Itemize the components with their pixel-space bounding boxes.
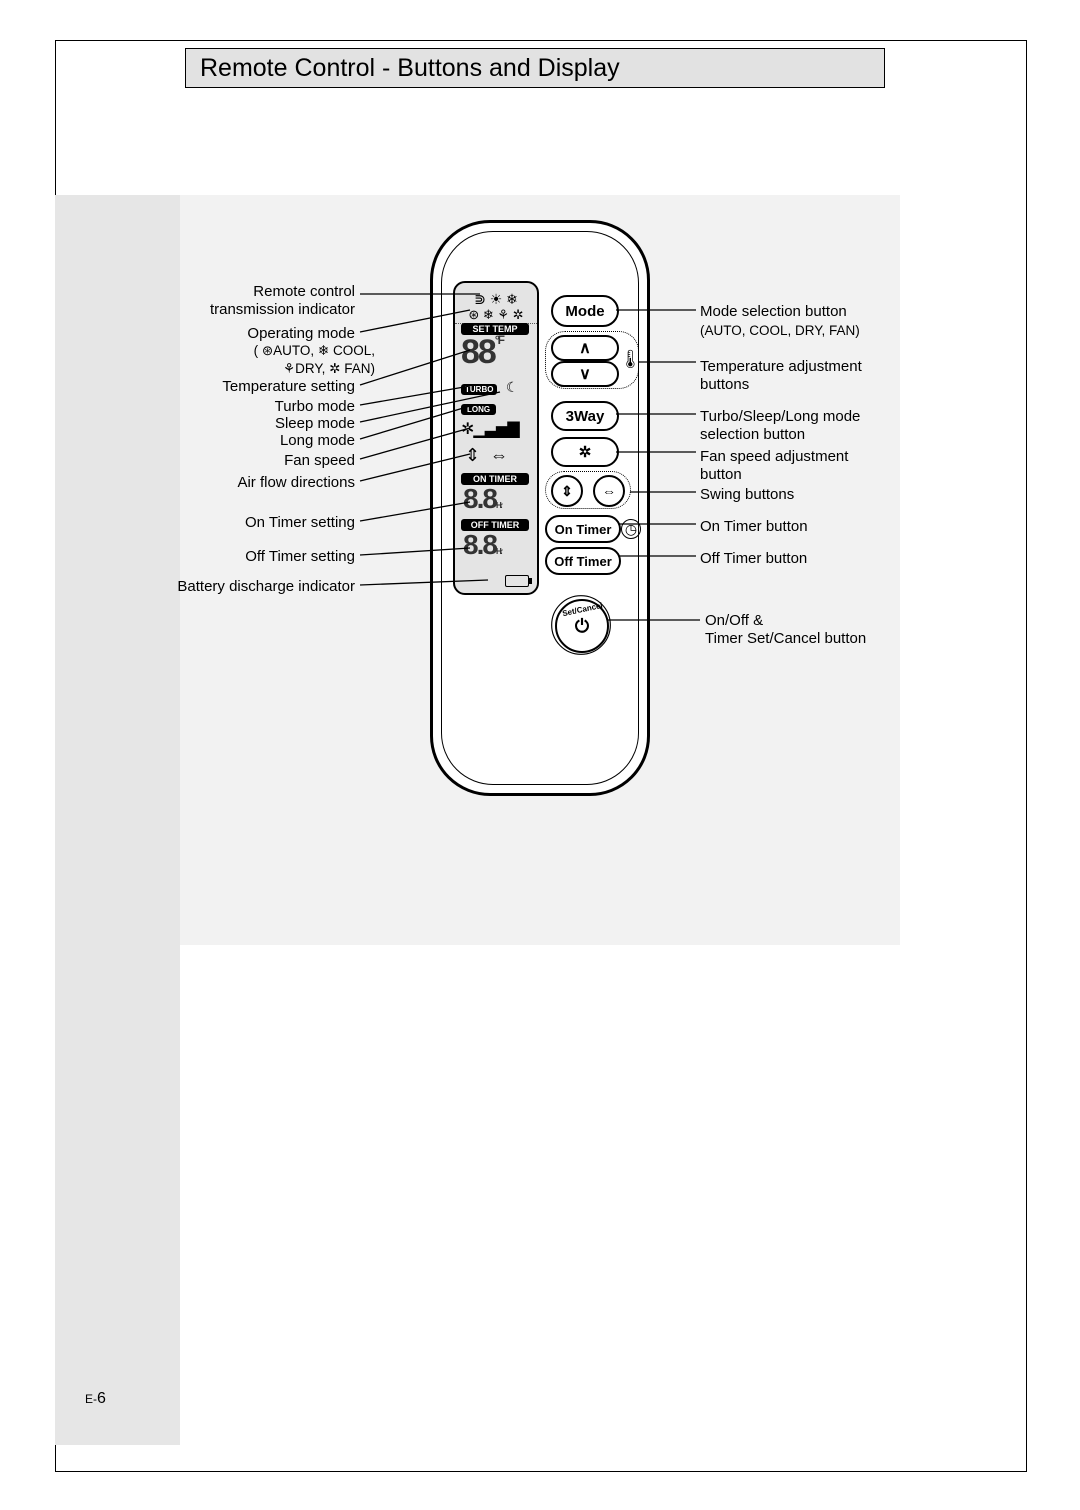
thermometer-icon: 🌡 bbox=[619, 349, 642, 370]
temp-up-button[interactable]: ∧ bbox=[551, 335, 619, 361]
page-num: 6 bbox=[97, 1390, 106, 1407]
label-mode-sub: (AUTO, COOL, DRY, FAN) bbox=[700, 322, 860, 340]
power-icon: ⏻ bbox=[575, 616, 589, 637]
off-timer-hr: Hr. bbox=[496, 547, 501, 556]
sub-auto: AUTO, bbox=[273, 343, 314, 358]
label-on-timer-btn: On Timer button bbox=[700, 518, 808, 536]
fan-speed-button[interactable]: ✲ bbox=[551, 437, 619, 467]
long-row: LONG bbox=[461, 399, 496, 417]
temp-value: 88°F bbox=[461, 333, 503, 372]
label-operating-mode: Operating mode bbox=[210, 325, 355, 343]
chevron-down-icon: ∨ bbox=[579, 364, 591, 384]
threeway-label: 3Way bbox=[566, 408, 605, 425]
label-mode-btn: Mode selection button bbox=[700, 303, 847, 321]
remote-body: ⋑ ☀ ❄ ⊛ ❄ ⚘ ✲ SET TEMP 88°F TURBO ☾ LONG… bbox=[430, 220, 650, 796]
label-temp-adj: Temperature adjustment buttons bbox=[700, 358, 862, 394]
sub-fan: FAN) bbox=[344, 361, 375, 376]
off-timer-button[interactable]: Off Timer bbox=[545, 547, 621, 575]
fan-icon: ✲ bbox=[579, 443, 592, 461]
timer-clock-icon: ◷ bbox=[621, 519, 641, 539]
transmission-icon: ⋑ ☀ ❄ bbox=[455, 291, 537, 308]
label-turbo: Turbo mode bbox=[200, 398, 355, 416]
left-gray-band bbox=[55, 195, 180, 1445]
label-battery: Battery discharge indicator bbox=[160, 578, 355, 596]
mode-button[interactable]: Mode bbox=[551, 295, 619, 327]
sub-dry: DRY, bbox=[295, 361, 325, 376]
label-transmission: Remote control transmission indicator bbox=[200, 283, 355, 319]
off-timer-button-label: Off Timer bbox=[554, 554, 612, 569]
label-on-timer-setting: On Timer setting bbox=[200, 514, 355, 532]
chevron-up-icon: ∧ bbox=[579, 338, 591, 358]
label-off-timer-btn: Off Timer button bbox=[700, 550, 807, 568]
off-timer-digits: 8.8 bbox=[463, 529, 496, 560]
page-number: E-6 bbox=[85, 1390, 106, 1408]
swing-horizontal-button[interactable]: ⇔ bbox=[593, 475, 625, 507]
temp-digits: 88 bbox=[461, 333, 495, 371]
label-tsl: Turbo/Sleep/Long mode selection button bbox=[700, 408, 860, 444]
on-timer-hr: Hr. bbox=[496, 501, 501, 510]
turbo-row: TURBO ☾ bbox=[461, 379, 518, 397]
on-timer-value: 8.8Hr. bbox=[463, 483, 501, 515]
on-timer-button[interactable]: On Timer bbox=[545, 515, 621, 543]
mode-icons-row: ⊛ ❄ ⚘ ✲ bbox=[455, 307, 537, 324]
sub-cool: COOL, bbox=[333, 343, 375, 358]
swing-horizontal-icon: ⇔ bbox=[602, 483, 616, 499]
page-title: Remote Control - Buttons and Display bbox=[185, 48, 885, 88]
label-swing: Swing buttons bbox=[700, 486, 794, 504]
label-air-flow: Air flow directions bbox=[200, 474, 355, 492]
label-temp-setting: Temperature setting bbox=[200, 378, 355, 396]
lcd-display: ⋑ ☀ ❄ ⊛ ❄ ⚘ ✲ SET TEMP 88°F TURBO ☾ LONG… bbox=[453, 281, 539, 595]
title-text: Remote Control - Buttons and Display bbox=[200, 54, 620, 83]
on-timer-button-label: On Timer bbox=[555, 522, 612, 537]
label-sleep: Sleep mode bbox=[200, 415, 355, 433]
long-badge: LONG bbox=[461, 404, 496, 415]
mode-button-label: Mode bbox=[565, 303, 604, 320]
threeway-button[interactable]: 3Way bbox=[551, 401, 619, 431]
temp-unit: °F bbox=[495, 333, 503, 347]
off-timer-value: 8.8Hr. bbox=[463, 529, 501, 561]
swing-vertical-icon: ⇕ bbox=[561, 483, 573, 500]
label-fan-adj: Fan speed adjustment button bbox=[700, 448, 848, 484]
label-off-timer-setting: Off Timer setting bbox=[200, 548, 355, 566]
label-long: Long mode bbox=[200, 432, 355, 450]
turbo-badge: TURBO bbox=[461, 384, 497, 395]
fan-speed-bars: ✲▁▃▅▇ bbox=[461, 419, 519, 439]
sleep-icon: ☾ bbox=[506, 379, 519, 395]
power-set-cancel-button[interactable]: Set/Cancel ⏻ bbox=[555, 599, 609, 653]
on-timer-digits: 8.8 bbox=[463, 483, 496, 514]
temp-down-button[interactable]: ∨ bbox=[551, 361, 619, 387]
label-onoff: On/Off & Timer Set/Cancel button bbox=[705, 612, 866, 648]
page-prefix: E- bbox=[85, 1392, 97, 1406]
battery-icon bbox=[505, 575, 529, 587]
airflow-icons: ⇕ ⇔ bbox=[465, 445, 508, 466]
swing-vertical-button[interactable]: ⇕ bbox=[551, 475, 583, 507]
label-operating-mode-sub: ( ⊛AUTO, ❄ COOL, ⚘DRY, ✲ FAN) bbox=[200, 342, 375, 378]
label-fan-speed: Fan speed bbox=[200, 452, 355, 470]
